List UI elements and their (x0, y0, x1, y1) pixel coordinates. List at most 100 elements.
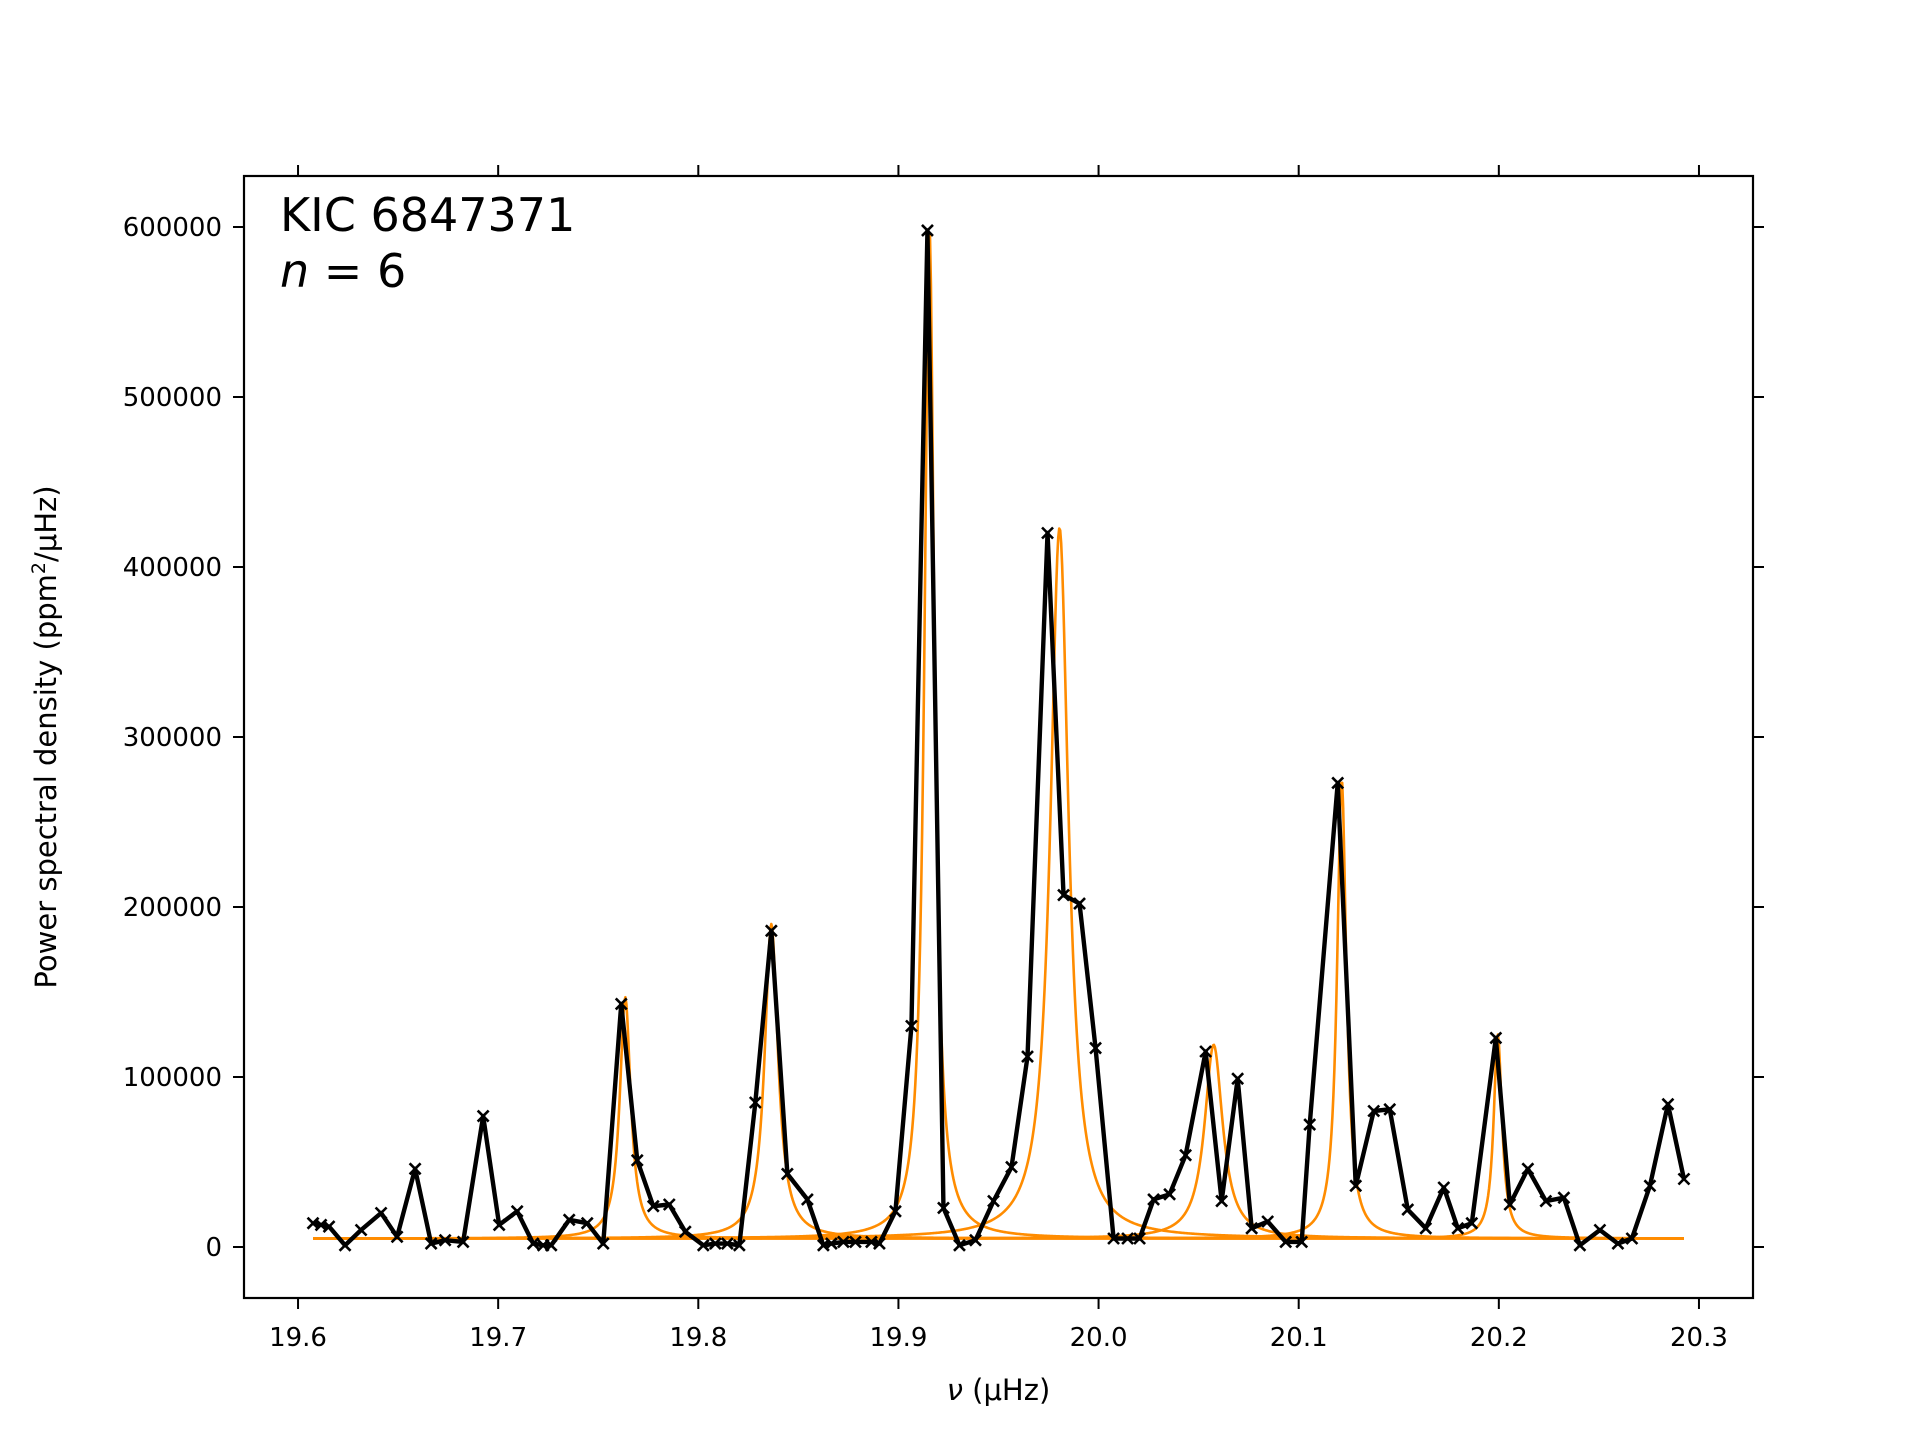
data-point-marker (824, 1237, 838, 1251)
data-point-marker (1611, 1237, 1625, 1251)
data-point-marker (1419, 1221, 1433, 1235)
data-point-marker (1021, 1050, 1034, 1064)
data-point-marker (1041, 526, 1054, 540)
data-point-marker (678, 1225, 692, 1239)
data-point-marker (1133, 1232, 1147, 1245)
data-point-marker (1625, 1232, 1639, 1245)
data-point-marker (1465, 1216, 1479, 1230)
data-point-marker (1521, 1162, 1535, 1176)
data-point-marker (1121, 1232, 1135, 1245)
data-point-marker (1295, 1235, 1309, 1249)
data-point-marker (580, 1216, 594, 1230)
data-point-marker (1503, 1198, 1517, 1211)
fit-curves (312, 232, 1685, 1240)
y-tick-label: 0 (205, 1233, 222, 1263)
data-point-marker (1005, 1160, 1018, 1174)
y-tick-label: 400000 (123, 553, 222, 583)
data-point-marker (1215, 1194, 1229, 1208)
data-point-marker (1163, 1187, 1177, 1201)
data-point-marker (937, 1201, 950, 1215)
data-point-marker (1451, 1221, 1465, 1235)
data-point-marker (1147, 1192, 1161, 1206)
data-point-marker (1107, 1232, 1120, 1245)
y-axis-label-superscript: 2 (28, 562, 50, 574)
data-point-marker (1593, 1223, 1607, 1237)
data-point-marker (780, 1167, 794, 1181)
data-point-marker (630, 1153, 644, 1167)
data-point-marker (953, 1238, 966, 1252)
data-point-marker (1245, 1221, 1259, 1235)
data-point-marker (1303, 1118, 1317, 1132)
lorentzian-fit-line (312, 1033, 1685, 1240)
data-point-marker (1199, 1045, 1213, 1058)
data-point-marker (1349, 1179, 1363, 1193)
data-point-marker (848, 1235, 862, 1249)
data-point-marker (322, 1220, 336, 1234)
x-tick-label: 20.1 (1270, 1323, 1328, 1353)
data-point-marker (921, 223, 934, 237)
data-point-marker (338, 1238, 352, 1252)
radial-order-variable: n (280, 244, 309, 298)
data-point-marker (596, 1237, 610, 1251)
y-tick-label: 100000 (123, 1063, 222, 1093)
data-point-marker (374, 1206, 388, 1220)
data-point-marker (889, 1204, 902, 1218)
data-point-marker (1331, 776, 1345, 790)
x-tick-label: 19.7 (469, 1323, 527, 1353)
x-tick-label: 20.3 (1670, 1323, 1728, 1353)
data-point-marker (873, 1237, 886, 1251)
x-tick-label: 20.2 (1470, 1323, 1528, 1353)
data-point-marker (1437, 1181, 1451, 1194)
data-point-marker (1489, 1031, 1503, 1045)
data-point-marker (544, 1238, 558, 1252)
data-point-marker (1557, 1191, 1571, 1205)
data-point-marker (800, 1192, 814, 1206)
data-point-marker (456, 1235, 470, 1249)
y-axis-ticks: 0 100000 200000 300000 400000 500000 600000 (123, 213, 1764, 1263)
x-tick-label: 19.6 (269, 1323, 327, 1353)
data-point-marker (748, 1096, 762, 1109)
x-tick-label: 19.9 (869, 1323, 927, 1353)
data-point-marker (1279, 1235, 1293, 1249)
data-point-marker (476, 1109, 490, 1123)
data-point-marker (526, 1237, 540, 1251)
data-point-marker (354, 1223, 368, 1237)
data-point-marker (1231, 1072, 1245, 1086)
y-axis-label-main: Power spectral density (ppm (29, 574, 63, 988)
data-point-marker (1539, 1194, 1553, 1208)
y-axis-label: Power spectral density (ppm2/μHz) (28, 485, 63, 988)
x-axis-label: ν (μHz) (947, 1373, 1051, 1407)
data-point-marker (1073, 897, 1086, 911)
data-point-marker (438, 1233, 452, 1247)
data-point-marker (1383, 1102, 1397, 1116)
x-axis-ticks: 19.6 19.7 19.8 19.9 20.0 20.1 20.2 20.3 (269, 165, 1728, 1353)
data-point-marker (1367, 1104, 1381, 1118)
data-point-marker (1573, 1238, 1587, 1252)
data-point-marker (732, 1238, 746, 1252)
data-point-marker (492, 1218, 506, 1232)
data-point-marker (424, 1237, 438, 1251)
star-id-annotation: KIC 6847371 (280, 188, 575, 242)
radial-order-annotation: n = 6 (280, 244, 406, 298)
data-point-marker (1179, 1148, 1193, 1162)
y-tick-label: 300000 (123, 723, 222, 753)
x-axis-symbol: ν (947, 1373, 963, 1407)
data-point-marker (1661, 1097, 1675, 1111)
observed-markers (306, 223, 1691, 1252)
data-point-marker (510, 1204, 524, 1218)
data-point-marker (614, 997, 628, 1011)
data-point-marker (646, 1199, 660, 1213)
x-tick-label: 19.8 (669, 1323, 727, 1353)
data-point-marker (1057, 888, 1070, 902)
data-point-marker (390, 1230, 404, 1244)
data-point-marker (1401, 1203, 1415, 1217)
y-tick-label: 200000 (123, 893, 222, 923)
y-tick-label: 600000 (123, 213, 222, 243)
data-point-marker (1677, 1172, 1691, 1186)
y-axis-label-tail: /μHz) (29, 485, 63, 562)
data-point-marker (662, 1198, 676, 1211)
data-point-marker (969, 1233, 982, 1247)
data-point-marker (764, 924, 778, 938)
data-point-marker (696, 1238, 710, 1252)
